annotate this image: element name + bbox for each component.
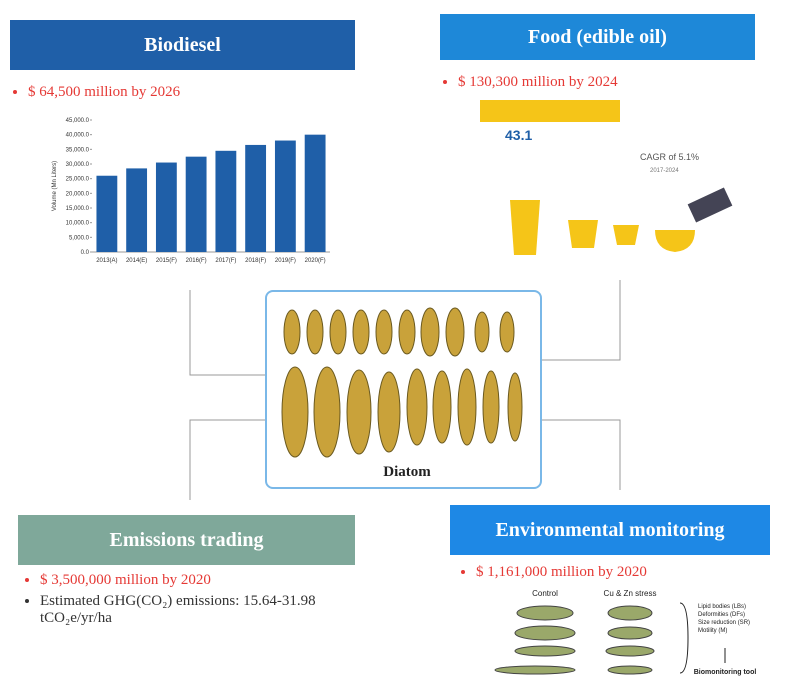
y-tick-label: 40,000.0 xyxy=(66,133,90,139)
bar xyxy=(245,145,266,252)
bullet: $ 1,161,000 million by 2020 xyxy=(476,564,647,581)
banner xyxy=(480,100,620,122)
legend-item: Lipid bodies (LBs) xyxy=(698,604,746,610)
bullet-list: $ 1,161,000 million by 2020 xyxy=(462,564,647,585)
y-tick-label: 30,000.0 xyxy=(66,162,90,168)
y-tick-label: 25,000.0 xyxy=(66,177,90,183)
monitoring-figure: Control Cu & Zn stress Lipid bodies (LBs… xyxy=(490,588,780,693)
bar xyxy=(305,135,326,252)
x-tick-label: 2016(F) xyxy=(186,258,207,264)
x-tick-label: 2020(F) xyxy=(305,258,326,264)
panel-header: Biodiesel xyxy=(10,20,355,70)
legend: Lipid bodies (LBs) Deformities (DFs) Size … xyxy=(698,604,750,634)
bullet-list: $ 64,500 million by 2026 xyxy=(14,84,180,105)
slide: Biodiesel $ 64,500 million by 2026 Volum… xyxy=(0,0,786,696)
x-tick-label: 2018(F) xyxy=(245,258,266,264)
column-label: Cu & Zn stress xyxy=(604,589,657,598)
x-tick-label: 2019(F) xyxy=(275,258,296,264)
bar xyxy=(96,176,117,252)
bullet: $ 130,300 million by 2024 xyxy=(458,74,618,91)
diatom-label: Diatom xyxy=(383,464,431,480)
legend-item: Size reduction (SR) xyxy=(698,620,750,626)
bar xyxy=(275,141,296,252)
y-tick-label: 20,000.0 xyxy=(66,191,90,197)
x-tick-label: 2014(E) xyxy=(126,258,147,264)
bullet: Estimated GHG(CO₂) emissions: 15.64-31.9… xyxy=(40,593,370,627)
bullet: $ 64,500 million by 2026 xyxy=(28,84,180,101)
y-tick-label: 0.0 xyxy=(81,250,90,256)
oil-figure: 43.1 CAGR of 5.1% 2017-2024 xyxy=(480,100,760,265)
bar xyxy=(156,163,177,252)
bar xyxy=(126,168,147,252)
period: 2017-2024 xyxy=(650,168,679,174)
diatom-box: Diatom xyxy=(265,290,542,489)
y-axis-label: Volume (Mn Liters) xyxy=(52,161,58,211)
legend-item: Motility (M) xyxy=(698,628,727,634)
panel-header: Environmental monitoring xyxy=(450,505,770,555)
panel-header: Emissions trading xyxy=(18,515,355,565)
y-tick-label: 5,000.0 xyxy=(69,235,90,241)
cagr: CAGR of 5.1% xyxy=(640,152,699,162)
panel-header: Food (edible oil) xyxy=(440,14,755,60)
y-tick-label: 45,000.0 xyxy=(66,118,90,124)
bullet: $ 3,500,000 million by 2020 xyxy=(40,572,370,589)
y-tick-label: 35,000.0 xyxy=(66,147,90,153)
bar xyxy=(186,157,207,252)
y-tick-label: 10,000.0 xyxy=(66,221,90,227)
column-label: Control xyxy=(532,589,558,598)
legend-item: Deformities (DFs) xyxy=(698,612,745,618)
bar xyxy=(215,151,236,252)
bar-chart: Volume (Mn Liters) 0.0 5,000.0 10,000.0 15,0… xyxy=(50,112,335,277)
x-tick-label: 2015(F) xyxy=(156,258,177,264)
x-tick-label: 2013(A) xyxy=(96,258,117,264)
diatom-figure: Diatom xyxy=(267,292,540,487)
bullet-list: $ 130,300 million by 2024 xyxy=(444,74,618,95)
figure-value: 43.1 xyxy=(505,127,532,143)
x-tick-label: 2017(F) xyxy=(215,258,236,264)
bullet-list: $ 3,500,000 million by 2020 Estimated GH… xyxy=(26,572,370,631)
tool-label: Biomonitoring tool xyxy=(694,669,757,676)
y-tick-label: 15,000.0 xyxy=(66,206,90,212)
